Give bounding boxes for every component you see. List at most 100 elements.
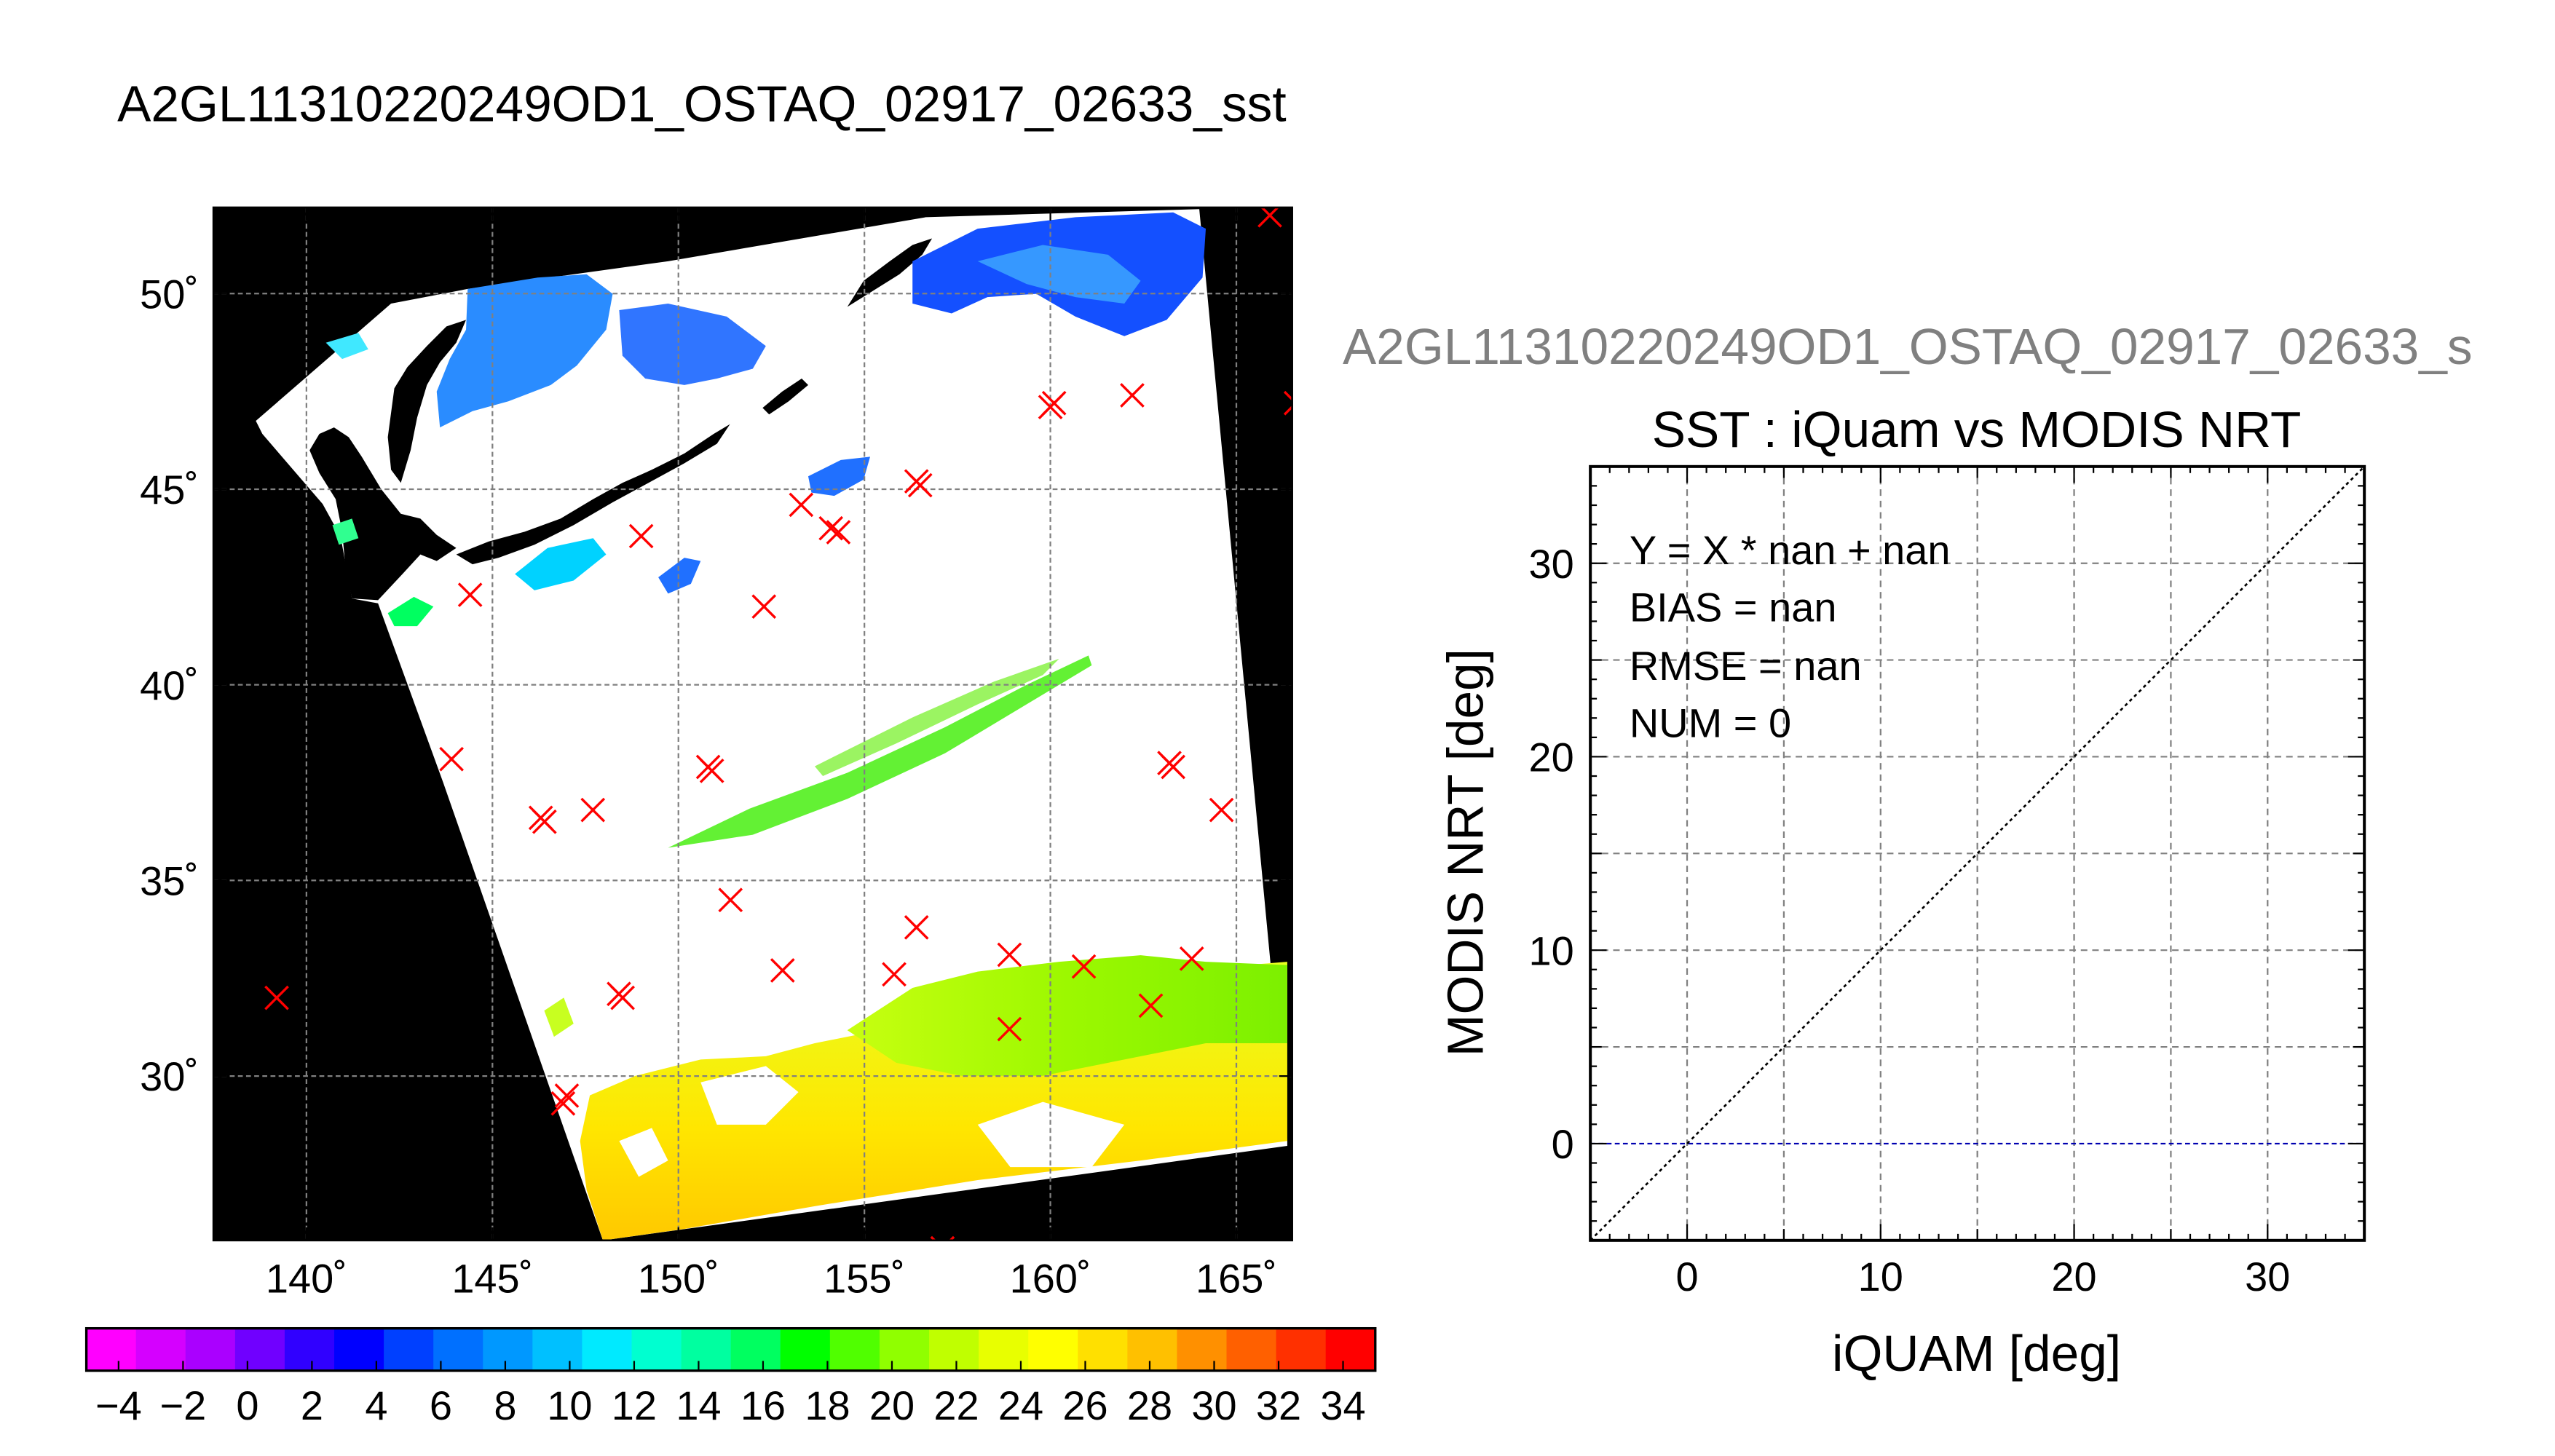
- scatter-x-tick-label: 20: [2051, 1254, 2096, 1299]
- sst-cold-patch2: [658, 558, 701, 594]
- in-situ-cross: [532, 809, 557, 834]
- colorbar-swatch: [730, 1328, 781, 1371]
- sst-cold-okhotsk: [436, 274, 613, 428]
- map-grid: [213, 207, 1292, 1241]
- cloud-hole-3: [619, 1128, 668, 1177]
- colorbar-tick-label: 28: [1127, 1382, 1172, 1428]
- map-in-situ-markers: [264, 207, 1326, 1241]
- colorbar-swatch: [433, 1328, 484, 1371]
- in-situ-cross: [1303, 423, 1326, 446]
- scatter-x-axis-label: iQUAM [deg]: [1832, 1325, 2121, 1382]
- scatter-stats: Y = X * nan + nan BIAS = nan RMSE = nan …: [1630, 527, 1951, 745]
- scatter-y-tick-label: 0: [1552, 1121, 1574, 1167]
- colorbar-tick-label: 0: [236, 1382, 258, 1428]
- in-situ-cross: [580, 797, 606, 823]
- colorbar-swatch: [135, 1328, 186, 1371]
- in-situ-cross: [718, 887, 743, 913]
- map-x-tick-label: 150˚: [638, 1255, 719, 1301]
- map-frame: [212, 206, 1293, 1242]
- in-situ-cross: [997, 942, 1022, 968]
- scatter-x-tick-label: 0: [1675, 1254, 1698, 1299]
- in-situ-cross: [789, 492, 814, 518]
- land-islets: [762, 378, 808, 415]
- colorbar-swatch: [1078, 1328, 1129, 1371]
- colorbar-tick-label: 8: [494, 1382, 516, 1428]
- colorbar-swatch: [929, 1328, 980, 1371]
- map-axis-ticks: 140˚ 145˚ 150˚ 155˚ 160˚ 165˚ 30˚ 35˚ 40˚ 45˚ 50˚: [140, 207, 1292, 1301]
- in-situ-cross: [1038, 395, 1063, 419]
- colorbar-tick-labels: −4 −2 0 2 4 6 8 10 12 14 16 18 20 22 24 26 28 30 32 34: [95, 1361, 1366, 1428]
- in-situ-cross: [1138, 993, 1164, 1018]
- colorbar-tick-label: 12: [612, 1382, 657, 1428]
- stat-regression: Y = X * nan + nan: [1630, 527, 1951, 573]
- colorbar-tick-label: 24: [998, 1382, 1043, 1428]
- in-situ-cross: [628, 523, 654, 549]
- colorbar-swatch: [1226, 1328, 1277, 1371]
- map-y-tick-label: 40˚: [140, 662, 199, 708]
- colorbar-tick-label: 22: [933, 1382, 979, 1428]
- in-situ-cross: [457, 582, 483, 607]
- in-situ-cross: [997, 1016, 1022, 1042]
- sst-cold-patch: [807, 456, 871, 496]
- sst-cold-north2: [977, 245, 1141, 304]
- in-situ-cross: [554, 1083, 580, 1108]
- colorbar-swatch: [1028, 1328, 1079, 1371]
- colorbar-swatch: [532, 1328, 583, 1371]
- in-situ-cross: [1209, 797, 1234, 823]
- scatter-y-tick-label: 10: [1529, 927, 1574, 973]
- colorbar-swatch: [86, 1328, 137, 1371]
- map-y-tick-label: 35˚: [140, 858, 199, 904]
- colorbar-tick-label: 2: [301, 1382, 323, 1428]
- colorbar-tick-label: 18: [805, 1382, 850, 1428]
- map-y-tick-label: 50˚: [140, 271, 199, 317]
- map-x-tick-label: 165˚: [1196, 1255, 1277, 1301]
- in-situ-cross: [1120, 383, 1145, 408]
- scatter-title: SST : iQuam vs MODIS NRT: [1652, 401, 2302, 458]
- colorbar-swatch: [681, 1328, 732, 1371]
- cloud-hole-2: [977, 1101, 1125, 1168]
- colorbar-swatch: [582, 1328, 633, 1371]
- scatter-y-tick-label: 30: [1529, 541, 1574, 587]
- land-kurils: [456, 424, 730, 565]
- stat-rmse: RMSE = nan: [1630, 643, 1862, 689]
- scatter-header: A2GL11310220249OD1_OSTAQ_02917_02633_s: [1343, 318, 2473, 375]
- map-x-tick-label: 155˚: [824, 1255, 905, 1301]
- map-x-tick-label: 145˚: [451, 1255, 533, 1301]
- sst-warm-east: [847, 955, 1287, 1076]
- in-situ-cross: [264, 985, 289, 1010]
- in-situ-cross: [610, 985, 635, 1010]
- map-panel: [213, 207, 1326, 1241]
- scatter-axis-ticks: 0 10 20 30 0 10 20 30: [1529, 465, 2366, 1299]
- map-y-tick-label: 45˚: [140, 467, 199, 513]
- map-x-tick-label: 140˚: [266, 1255, 347, 1301]
- colorbar-swatch: [185, 1328, 236, 1371]
- colorbar-swatch: [780, 1328, 831, 1371]
- cloud-hole-1: [700, 1066, 799, 1125]
- in-situ-cross: [1161, 754, 1186, 780]
- scatter-x-tick-label: 30: [2245, 1254, 2290, 1299]
- in-situ-cross: [1179, 946, 1204, 971]
- colorbar-tick-label: 16: [741, 1382, 786, 1428]
- in-situ-cross: [439, 746, 464, 772]
- colorbar-swatch: [1127, 1328, 1178, 1371]
- colorbar-tick-label: 4: [365, 1382, 387, 1428]
- in-situ-cross: [770, 958, 795, 983]
- colorbar-tick-label: −4: [95, 1382, 142, 1428]
- sst-green-patch: [387, 596, 434, 627]
- scatter-y-axis-label: MODIS NRT [deg]: [1437, 649, 1493, 1056]
- in-situ-cross: [818, 515, 844, 541]
- colorbar-swatch: [384, 1328, 435, 1371]
- in-situ-cross: [826, 520, 851, 545]
- colorbar-swatch: [284, 1328, 335, 1371]
- sst-warm-west-fragment: [544, 997, 574, 1037]
- colorbar-tick-label: 10: [547, 1382, 592, 1428]
- in-situ-cross: [1071, 954, 1097, 979]
- sst-cyan-patch: [515, 538, 607, 590]
- colorbar-swatch: [483, 1328, 534, 1371]
- colorbar-swatch: [631, 1328, 682, 1371]
- colorbar: [84, 1326, 1377, 1372]
- colorbar-swatch: [1276, 1328, 1327, 1371]
- figure-title: A2GL11310220249OD1_OSTAQ_02917_02633_sst: [117, 75, 1286, 132]
- stat-num: NUM = 0: [1630, 700, 1791, 745]
